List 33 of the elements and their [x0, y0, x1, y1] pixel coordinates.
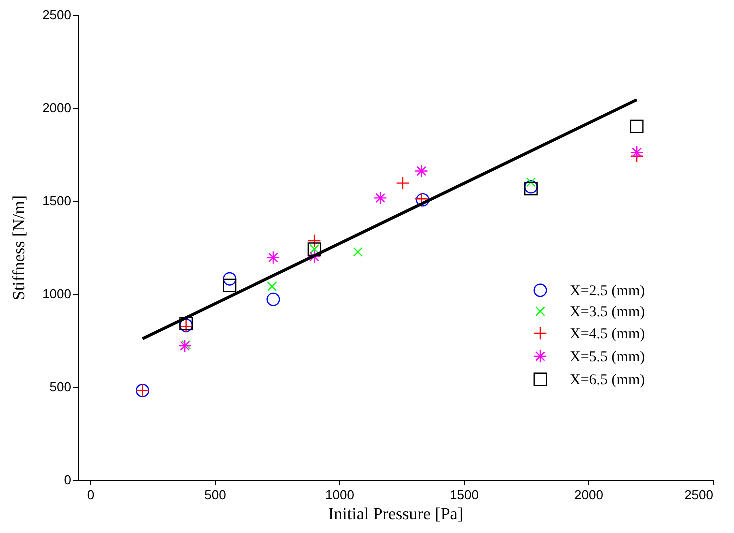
point — [223, 278, 237, 292]
legend-label: X=6.5 (mm) — [570, 372, 646, 388]
legend-label: X=4.5 (mm) — [570, 326, 646, 342]
x-tick-label: 1000 — [326, 488, 354, 502]
point — [414, 164, 428, 178]
x-axis-title: Initial Pressure [Pa] — [328, 504, 464, 524]
x-tick-label: 1500 — [450, 488, 479, 502]
legend-label: X=3.5 (mm) — [570, 304, 646, 320]
y-tick-label: 1500 — [42, 194, 72, 208]
legend-label: X=2.5 (mm) — [570, 284, 646, 300]
point — [308, 234, 322, 248]
x-tick-label: 0 — [87, 488, 95, 502]
x-tick-label: 500 — [204, 488, 226, 502]
point — [308, 250, 322, 264]
point — [178, 339, 192, 353]
point — [374, 191, 388, 205]
point — [223, 272, 237, 286]
point — [396, 176, 410, 190]
y-tick-label: 2500 — [42, 8, 72, 22]
y-tick-label: 2000 — [42, 100, 72, 116]
point — [267, 282, 278, 292]
point — [266, 292, 280, 306]
point — [353, 247, 364, 258]
y-tick-label: 0 — [64, 472, 72, 488]
legend-label: X=5.5 (mm) — [570, 350, 646, 366]
x-tick-label: 2000 — [574, 488, 604, 502]
point — [266, 251, 280, 264]
point — [630, 146, 644, 160]
y-tick-label: 1000 — [42, 286, 72, 302]
x-tick-label: 2500 — [684, 488, 714, 502]
y-axis-title: Stiffness [N/m] — [10, 196, 29, 300]
point — [630, 120, 644, 134]
y-tick-label: 500 — [50, 380, 72, 394]
